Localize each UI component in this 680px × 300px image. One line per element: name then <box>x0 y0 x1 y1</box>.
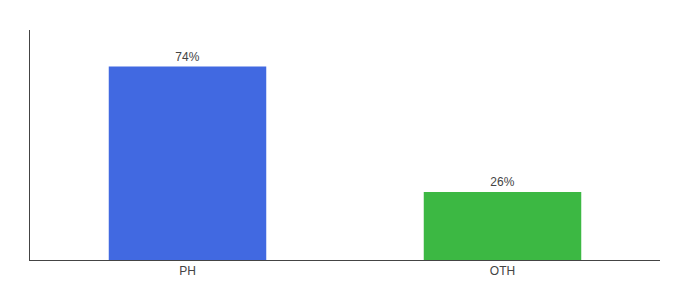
svg-text:PH: PH <box>179 264 196 278</box>
svg-text:74%: 74% <box>175 50 199 64</box>
svg-text:26%: 26% <box>490 175 514 189</box>
svg-text:OTH: OTH <box>490 264 515 278</box>
